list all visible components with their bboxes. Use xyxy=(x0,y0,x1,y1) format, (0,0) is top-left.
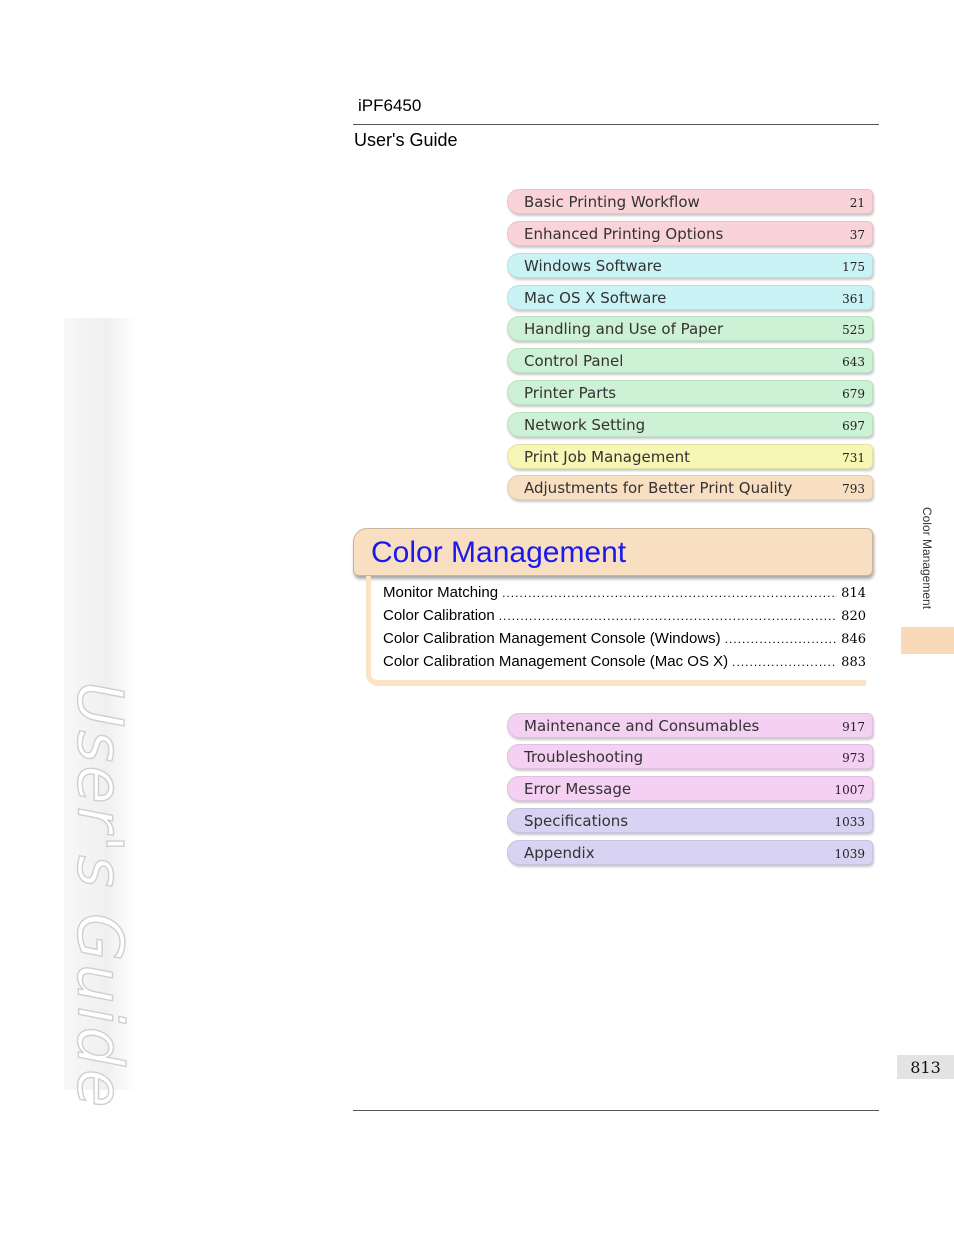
section-list-frame xyxy=(366,576,866,686)
chapter-tab[interactable]: Basic Printing Workflow 21 xyxy=(507,189,873,214)
chapter-title: Network Setting xyxy=(524,416,646,434)
chapter-tab[interactable]: Mac OS X Software 361 xyxy=(507,285,873,310)
chapter-title: Adjustments for Better Print Quality xyxy=(524,479,793,497)
chapter-page-number: 37 xyxy=(849,228,865,242)
guide-title: User's Guide xyxy=(354,130,458,150)
chapter-tab[interactable]: Printer Parts 679 xyxy=(507,380,873,405)
chapter-page-number: 175 xyxy=(842,260,865,274)
current-chapter-tab[interactable]: Color Management xyxy=(353,528,873,576)
chapter-page-number: 1039 xyxy=(834,847,865,861)
dot-leader: ........................................… xyxy=(732,655,838,669)
chapter-title: Specifications xyxy=(524,812,629,830)
chapter-tab[interactable]: Troubleshooting 973 xyxy=(507,744,873,769)
chapter-page-number: 21 xyxy=(849,196,865,210)
chapter-tab[interactable]: Handling and Use of Paper 525 xyxy=(507,316,873,341)
chapter-title: Handling and Use of Paper xyxy=(524,320,724,338)
chapter-tab[interactable]: Windows Software 175 xyxy=(507,253,873,278)
chapter-tab[interactable]: Appendix 1039 xyxy=(507,840,873,865)
chapter-title: Control Panel xyxy=(524,352,624,370)
model-name: iPF6450 xyxy=(358,96,422,115)
side-chapter-label: Color Management xyxy=(920,506,934,610)
section-page-number: 846 xyxy=(841,632,866,647)
dot-leader: ........................................… xyxy=(724,632,838,646)
chapter-tab[interactable]: Print Job Management 731 xyxy=(507,444,873,469)
chapter-page-number: 973 xyxy=(842,751,865,765)
watermark-band xyxy=(64,318,136,1090)
header-rule xyxy=(353,124,879,125)
section-link[interactable]: Color Calibration Management Console (Wi… xyxy=(383,630,866,650)
footer-rule xyxy=(353,1110,879,1111)
section-link[interactable]: Color Calibration Management Console (Ma… xyxy=(383,653,866,673)
chapter-title: Error Message xyxy=(524,780,632,798)
chapter-title: Appendix xyxy=(524,844,595,862)
chapter-tab[interactable]: Control Panel 643 xyxy=(507,348,873,373)
chapter-title: Windows Software xyxy=(524,257,662,275)
chapter-page-number: 679 xyxy=(842,387,865,401)
section-title: Color Calibration Management Console (Wi… xyxy=(383,630,721,647)
chapter-title: Basic Printing Workflow xyxy=(524,193,700,211)
chapter-page-number: 525 xyxy=(842,323,865,337)
chapter-title: Maintenance and Consumables xyxy=(524,717,760,735)
chapter-page-number: 697 xyxy=(842,419,865,433)
chapter-tab[interactable]: Specifications 1033 xyxy=(507,808,873,833)
section-title: Color Calibration xyxy=(383,607,495,624)
chapter-page-number: 917 xyxy=(842,720,865,734)
chapter-tab[interactable]: Enhanced Printing Options 37 xyxy=(507,221,873,246)
chapter-page-number: 793 xyxy=(842,482,865,496)
section-link[interactable]: Color Calibration.......................… xyxy=(383,607,866,627)
section-title: Monitor Matching xyxy=(383,584,499,601)
section-title: Color Calibration Management Console (Ma… xyxy=(383,653,729,670)
chapter-title: Print Job Management xyxy=(524,448,690,466)
side-chapter-marker xyxy=(901,627,954,654)
dot-leader: ........................................… xyxy=(502,586,837,600)
chapter-tab[interactable]: Adjustments for Better Print Quality 793 xyxy=(507,475,873,500)
chapter-title: Enhanced Printing Options xyxy=(524,225,724,243)
current-chapter-title: Color Management xyxy=(371,536,627,569)
section-link[interactable]: Monitor Matching........................… xyxy=(383,584,866,604)
page-number: 813 xyxy=(897,1055,954,1079)
chapter-page-number: 731 xyxy=(842,451,865,465)
chapter-page-number: 1007 xyxy=(834,783,865,797)
chapter-title: Mac OS X Software xyxy=(524,289,667,307)
users-guide-watermark: User's Guide xyxy=(63,681,137,1111)
chapter-title: Troubleshooting xyxy=(524,748,644,766)
dot-leader: ........................................… xyxy=(498,609,837,623)
chapter-tab[interactable]: Network Setting 697 xyxy=(507,412,873,437)
section-page-number: 814 xyxy=(841,586,866,601)
chapter-tab[interactable]: Maintenance and Consumables 917 xyxy=(507,713,873,738)
chapter-page-number: 643 xyxy=(842,355,865,369)
chapter-tab[interactable]: Error Message 1007 xyxy=(507,776,873,801)
section-page-number: 820 xyxy=(841,609,866,624)
chapter-page-number: 361 xyxy=(842,292,865,306)
section-page-number: 883 xyxy=(841,655,866,670)
chapter-title: Printer Parts xyxy=(524,384,617,402)
chapter-page-number: 1033 xyxy=(834,815,865,829)
